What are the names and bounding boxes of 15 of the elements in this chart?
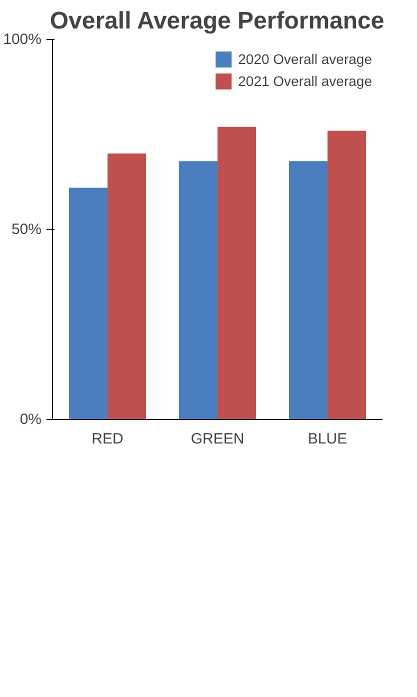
y-tick-label: 0% <box>20 411 42 428</box>
y-tick-label: 100% <box>3 31 42 48</box>
bar <box>69 188 108 420</box>
x-tick-label: RED <box>92 430 124 448</box>
legend-label: 2020 Overall average <box>238 51 372 67</box>
bar <box>289 161 328 420</box>
bar <box>108 154 146 420</box>
bar <box>218 126 256 420</box>
y-tick-label: 50% <box>11 221 42 238</box>
x-tick-label: BLUE <box>308 430 348 448</box>
chart-title: Overall Average Performance <box>50 8 384 34</box>
bar <box>328 130 366 420</box>
x-tick-label: GREEN <box>190 430 244 448</box>
bar <box>179 161 218 420</box>
legend-label: 2021 Overall average <box>238 73 372 89</box>
